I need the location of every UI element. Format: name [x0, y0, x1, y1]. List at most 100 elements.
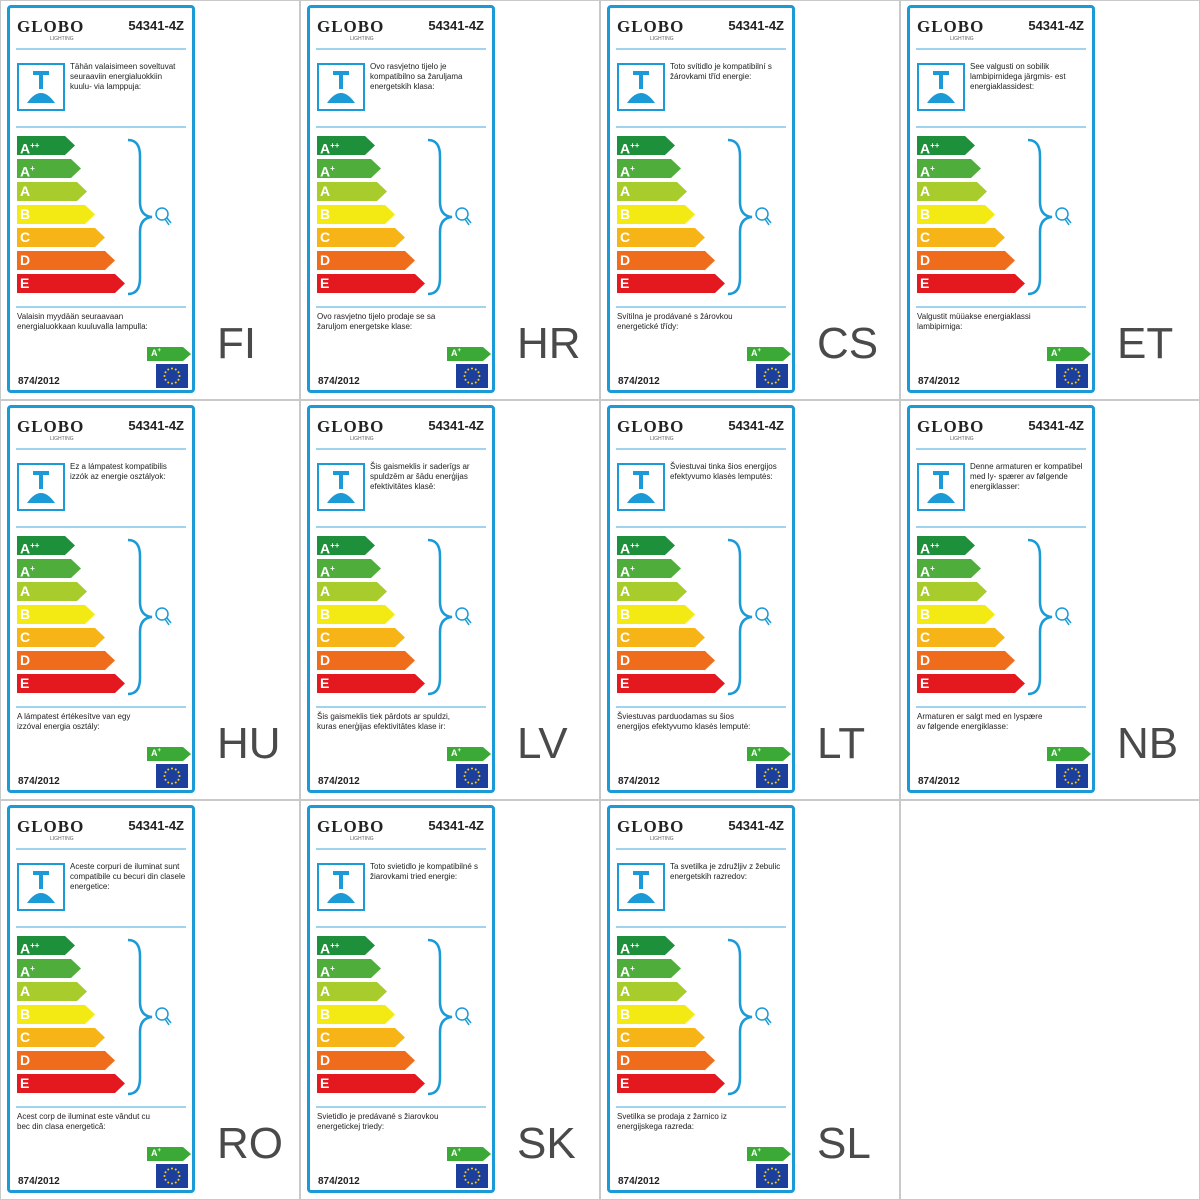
energy-label: GLOBO LIGHTING 54341-4Z Tähän valaisimeen s…: [7, 5, 195, 393]
class-arrow: [17, 159, 81, 178]
class-range-brace: [727, 938, 772, 1096]
divider: [916, 706, 1086, 708]
compatibility-text: Aceste corpuri de iluminat sunt compatib…: [70, 862, 186, 891]
light-bulb-icon: [455, 207, 472, 226]
class-arrow: [617, 182, 687, 201]
label-cell: GLOBO LIGHTING 54341-4Z Šviestuvai tinka ši…: [600, 400, 900, 800]
class-arrow: [617, 536, 675, 555]
brand-logo: GLOBO: [317, 817, 385, 836]
class-letter: A: [20, 983, 31, 999]
divider: [16, 1106, 186, 1108]
class-arrow: [917, 251, 1015, 270]
class-letter: A+: [320, 563, 335, 580]
class-arrow: [17, 651, 115, 670]
class-letter: B: [320, 1006, 331, 1022]
class-letter: C: [620, 229, 631, 245]
class-arrow: [317, 559, 381, 578]
class-arrow: [617, 605, 695, 624]
class-arrow: [617, 628, 705, 647]
class-letter: A++: [620, 140, 640, 157]
energy-label: GLOBO LIGHTING 54341-4Z Ovo rasvjetno tijel…: [307, 5, 495, 393]
class-letter: A: [320, 983, 331, 999]
class-arrow: [317, 536, 375, 555]
divider: [316, 1106, 486, 1108]
class-letter: E: [20, 275, 30, 291]
light-bulb-icon: [455, 607, 472, 626]
class-letter: A++: [20, 540, 40, 557]
divider: [316, 926, 486, 928]
brand-subtitle: LIGHTING: [350, 436, 374, 442]
brand-subtitle: LIGHTING: [950, 36, 974, 42]
class-range-brace: [727, 538, 772, 696]
class-range-brace: [127, 538, 172, 696]
class-arrow: [317, 136, 375, 155]
eu-flag-icon: [156, 364, 188, 388]
class-arrow: [17, 605, 95, 624]
lamp-icon-box: [617, 63, 665, 111]
compatibility-text: Tähän valaisimeen soveltuvat seuraaviin …: [70, 62, 176, 91]
language-code: NB: [1117, 719, 1179, 768]
class-arrow: [617, 1005, 695, 1024]
light-bulb-icon: [155, 1007, 172, 1026]
class-letter: B: [620, 206, 631, 222]
class-range-brace: [127, 938, 172, 1096]
rating-label: A+: [1051, 748, 1062, 758]
class-letter: E: [620, 675, 630, 691]
class-letter: B: [620, 1006, 631, 1022]
language-code: HU: [217, 719, 281, 768]
regulation-number: 874/2012: [18, 376, 60, 387]
class-arrow: [317, 1074, 425, 1093]
language-code: SK: [517, 1119, 576, 1168]
rating-arrow: [747, 1147, 791, 1161]
ceiling-pendant-lamp-icon: [327, 71, 355, 103]
divider: [16, 126, 186, 128]
class-arrow: [617, 274, 725, 293]
class-arrow: [317, 582, 387, 601]
class-arrow: [917, 274, 1025, 293]
class-letter: B: [20, 606, 31, 622]
class-arrow: [317, 1028, 405, 1047]
label-cell: GLOBO LIGHTING 54341-4Z Toto svítidlo je ko…: [600, 0, 900, 400]
class-arrow: [917, 674, 1025, 693]
ceiling-pendant-lamp-icon: [927, 71, 955, 103]
compatibility-text: Ovo rasvjetno tijelo je kompatibilno sa …: [370, 62, 463, 91]
class-letter: E: [320, 275, 330, 291]
class-arrow: [17, 251, 115, 270]
lamp-icon-box: [617, 863, 665, 911]
class-arrow: [317, 228, 405, 247]
divider: [616, 1106, 786, 1108]
brand-subtitle: LIGHTING: [350, 36, 374, 42]
class-arrow: [917, 228, 1005, 247]
energy-label: GLOBO LIGHTING 54341-4Z Šis gaismeklis ir s…: [307, 405, 495, 793]
brand-logo: GLOBO: [617, 17, 685, 36]
divider: [616, 126, 786, 128]
language-code: CS: [817, 319, 879, 368]
class-arrow: [17, 1074, 125, 1093]
class-letter: E: [920, 675, 930, 691]
energy-label: GLOBO LIGHTING 54341-4Z Ta svetilka je zdru…: [607, 805, 795, 1193]
class-letter: C: [20, 229, 31, 245]
ceiling-pendant-lamp-icon: [627, 871, 655, 903]
class-arrow: [917, 582, 987, 601]
divider: [16, 526, 186, 528]
label-cell: GLOBO LIGHTING 54341-4Z Tähän valaisimeen s…: [0, 0, 300, 400]
class-range-brace: [427, 138, 472, 296]
compatibility-text: Šis gaismeklis ir saderīgs ar spuldzēm a…: [370, 462, 470, 491]
brand-subtitle: LIGHTING: [650, 836, 674, 842]
class-letter: D: [920, 652, 931, 668]
class-arrow: [17, 274, 125, 293]
class-arrow: [917, 605, 995, 624]
brand-logo: GLOBO: [317, 17, 385, 36]
model-number: 54341-4Z: [428, 418, 484, 433]
class-arrow: [17, 536, 75, 555]
light-bulb-icon: [755, 207, 772, 226]
ceiling-pendant-lamp-icon: [927, 471, 955, 503]
energy-label: GLOBO LIGHTING 54341-4Z Šviestuvai tinka ši…: [607, 405, 795, 793]
brand-logo: GLOBO: [17, 17, 85, 36]
class-arrow: [317, 674, 425, 693]
model-number: 54341-4Z: [128, 418, 184, 433]
divider: [16, 48, 186, 50]
class-arrow: [17, 582, 87, 601]
eu-flag-icon: [1056, 364, 1088, 388]
brand-logo: GLOBO: [617, 817, 685, 836]
